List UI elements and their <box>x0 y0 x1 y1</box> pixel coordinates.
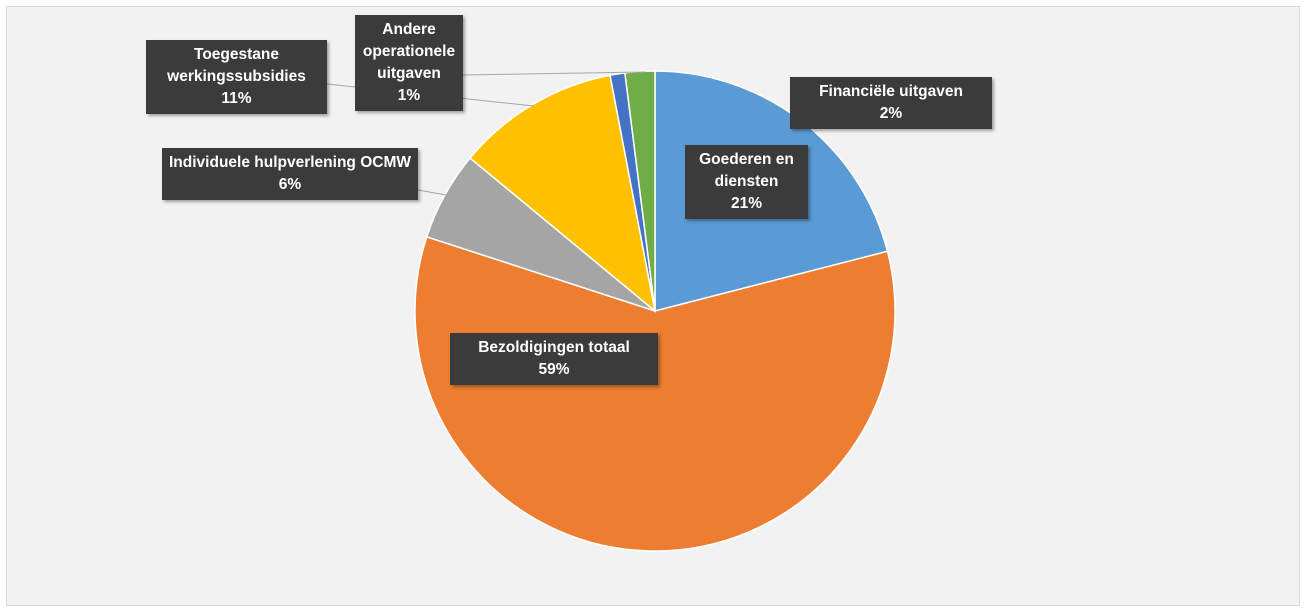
pie-slice <box>469 74 657 313</box>
label-category: Bezoldigingen totaal <box>478 339 630 356</box>
data-label: Toegestane werkingssubsidies 11% <box>146 40 327 114</box>
label-value: 21% <box>730 195 763 212</box>
data-label: Goederen en diensten 21% <box>685 145 808 219</box>
label-category: Goederen en diensten <box>699 151 794 190</box>
label-value: 1% <box>397 87 421 104</box>
leader-line <box>462 71 647 76</box>
label-value: 2% <box>879 105 903 122</box>
leader-line <box>417 189 447 196</box>
label-category: Toegestane werkingssubsidies <box>167 46 306 85</box>
label-category: Andere operationele uitgaven <box>362 21 456 82</box>
data-label: Andere operationele uitgaven 1% <box>355 15 463 111</box>
label-value: 11% <box>221 90 252 107</box>
pie-slice <box>414 235 896 552</box>
label-value: 6% <box>278 176 302 193</box>
label-category: Individuele hulpverlening OCMW <box>169 154 411 171</box>
label-value: 59% <box>538 361 570 378</box>
pie-slice <box>624 70 656 312</box>
label-category: Financiële uitgaven <box>819 83 963 100</box>
data-label: Bezoldigingen totaal 59% <box>450 333 658 385</box>
data-label: Individuele hulpverlening OCMW 6% <box>162 148 418 200</box>
data-label: Financiële uitgaven 2% <box>790 77 992 129</box>
